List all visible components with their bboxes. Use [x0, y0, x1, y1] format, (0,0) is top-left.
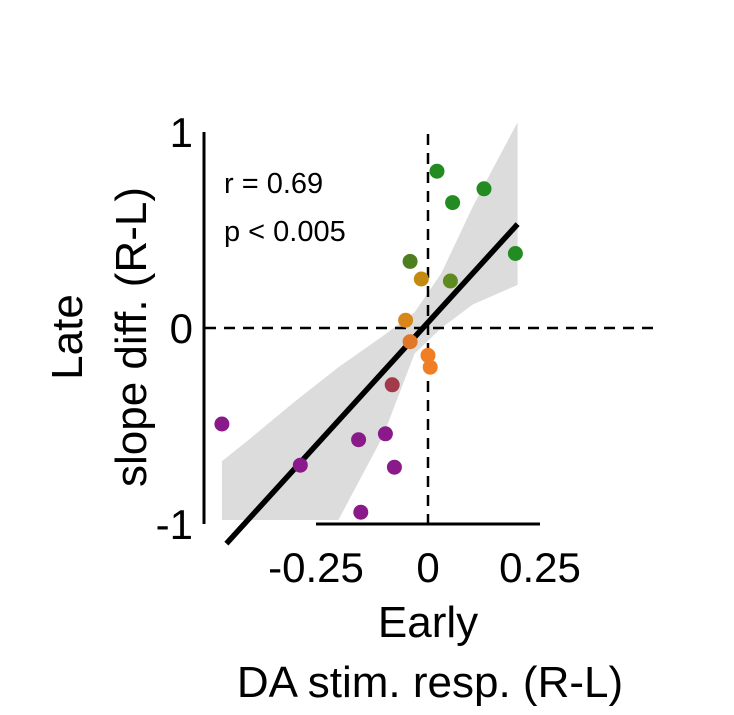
annotation-p: p < 0.005	[224, 216, 346, 248]
axes-layer: -1 0 1 -0.25 0 0.25	[156, 109, 581, 591]
data-point-17	[386, 459, 402, 475]
data-point-4	[507, 246, 523, 261]
data-point-8	[398, 312, 414, 328]
annotation-r: r = 0.69	[224, 168, 323, 200]
x-tick-label-2: 0	[416, 544, 439, 591]
y-tick-label-2: 0	[170, 305, 193, 352]
confidence-band-layer	[221, 122, 518, 520]
data-point-14	[351, 432, 367, 448]
y-axis-title-line-2: slope diff. (R-L)	[107, 187, 156, 487]
confidence-band	[221, 122, 518, 520]
data-point-9	[402, 334, 418, 350]
regression-fit-line	[224, 222, 520, 546]
data-point-6	[442, 273, 458, 289]
data-point-18	[353, 504, 369, 520]
x-tick-label-1: -0.25	[268, 544, 364, 591]
data-point-1	[429, 163, 445, 179]
data-point-5	[402, 253, 418, 269]
data-point-13	[214, 416, 230, 432]
data-points-layer	[214, 163, 523, 520]
data-point-12	[384, 377, 400, 393]
data-point-3	[445, 195, 461, 211]
data-point-7	[413, 271, 429, 287]
x-tick-label-3: 0.25	[499, 544, 581, 591]
data-point-11	[422, 359, 438, 375]
x-axis-title-line-1: Early	[378, 598, 478, 647]
y-axis-title-line-1: Late	[43, 294, 92, 380]
data-point-10	[420, 347, 436, 363]
data-point-2	[476, 181, 492, 197]
x-axis-title-line-2: DA stim. resp. (R-L)	[237, 658, 623, 707]
fit-line-layer	[224, 222, 520, 546]
data-point-15	[377, 426, 393, 442]
y-tick-label-3: 1	[170, 109, 193, 156]
y-tick-label-1: -1	[156, 501, 193, 548]
data-point-16	[292, 457, 308, 473]
reference-lines-layer	[205, 134, 655, 526]
